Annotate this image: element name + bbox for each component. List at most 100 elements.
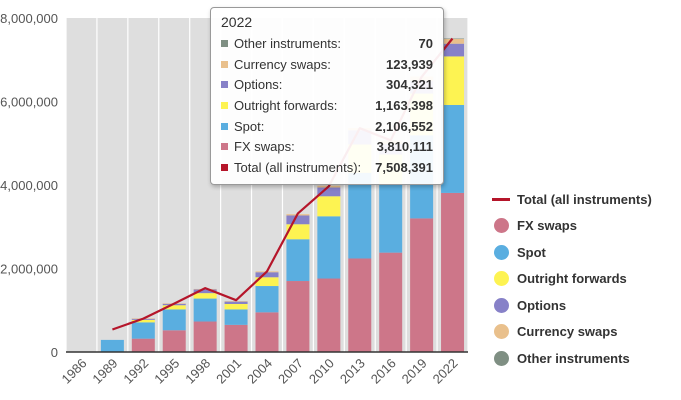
- bar-segment-fx-swaps-2001[interactable]: [224, 324, 248, 352]
- legend-label: Outright forwards: [517, 271, 627, 287]
- bar-segment-options-2001[interactable]: [224, 301, 248, 304]
- bar-segment-outright-forwards-1995[interactable]: [162, 305, 186, 310]
- tooltip-value: 123,939: [386, 56, 433, 72]
- bar-segment-spot-1998[interactable]: [193, 298, 217, 322]
- x-tick-label: 2001: [213, 356, 244, 387]
- bar-segment-fx-swaps-2022[interactable]: [441, 192, 465, 352]
- x-tick-label: 2013: [337, 356, 368, 387]
- bar-segment-outright-forwards-2001[interactable]: [224, 303, 248, 310]
- bar-segment-fx-swaps-2019[interactable]: [410, 218, 434, 352]
- legend-label: Other instruments: [517, 350, 630, 366]
- bar-segment-fx-swaps-2016[interactable]: [379, 252, 403, 352]
- legend-line-icon: [492, 197, 510, 201]
- legend-dot-icon: [494, 271, 509, 287]
- bar-segment-options-2010[interactable]: [317, 187, 341, 197]
- x-tick-label: 2010: [306, 356, 337, 387]
- x-tick-label: 2016: [368, 356, 399, 387]
- bar-segment-fx-swaps-2013[interactable]: [348, 258, 372, 352]
- tooltip-swatch-icon: [221, 39, 228, 47]
- grid-band: [159, 18, 190, 352]
- legend-item[interactable]: FX swaps: [492, 213, 652, 240]
- bar-segment-spot-2022[interactable]: [441, 104, 465, 193]
- x-tick-label: 1995: [151, 356, 182, 387]
- x-tick-label: 2007: [275, 356, 306, 387]
- legend-item[interactable]: Outright forwards: [492, 266, 652, 293]
- grid-band: [128, 18, 159, 352]
- bar-segment-spot-1992[interactable]: [131, 322, 155, 339]
- tooltip-swatch-icon: [221, 60, 228, 68]
- y-tick-label: 2,000,000: [0, 262, 58, 277]
- tooltip-row: Total (all instruments): 7,508,391: [221, 157, 433, 178]
- bar-segment-spot-1989[interactable]: [100, 339, 124, 352]
- grid-band: [66, 18, 97, 352]
- legend-label: Currency swaps: [517, 324, 618, 340]
- bar-segment-currency-swaps-2001[interactable]: [224, 301, 248, 302]
- tooltip-row: Spot: 2,106,552: [221, 116, 433, 137]
- legend-label: Total (all instruments): [517, 191, 652, 207]
- bar-segment-outright-forwards-2022[interactable]: [441, 56, 465, 105]
- bar-segment-options-2007[interactable]: [286, 215, 310, 225]
- bar-segment-fx-swaps-1992[interactable]: [131, 338, 155, 352]
- grid-band: [97, 18, 128, 352]
- bar-segment-outright-forwards-1998[interactable]: [193, 293, 217, 299]
- legend-item[interactable]: Other instruments: [492, 345, 652, 372]
- bar-segment-outright-forwards-1992[interactable]: [131, 319, 155, 323]
- y-tick-label: 4,000,000: [0, 178, 58, 193]
- tooltip-swatch-icon: [221, 81, 228, 89]
- legend-dot-icon: [494, 350, 509, 366]
- bar-segment-options-2004[interactable]: [255, 272, 279, 278]
- tooltip-value: 7,508,391: [375, 159, 433, 175]
- tooltip-row: Options: 304,321: [221, 74, 433, 95]
- tooltip-swatch-icon: [221, 122, 228, 130]
- bar-segment-spot-1995[interactable]: [162, 309, 186, 331]
- x-tick-label: 2022: [430, 356, 461, 387]
- bar-segment-spot-2001[interactable]: [224, 309, 248, 325]
- y-tick-label: 8,000,000: [0, 11, 58, 26]
- chart-tooltip: 2022 Other instruments: 70 Currency swaps:…: [210, 7, 444, 185]
- bar-segment-outright-forwards-2004[interactable]: [255, 277, 279, 287]
- legend-item[interactable]: Currency swaps: [492, 319, 652, 346]
- x-tick-label: 1986: [59, 356, 90, 387]
- tooltip-swatch-icon: [221, 143, 228, 151]
- x-tick-label: 1992: [120, 356, 151, 387]
- bar-segment-fx-swaps-1998[interactable]: [193, 321, 217, 352]
- tooltip-label: Options:: [234, 77, 283, 93]
- bar-segment-outright-forwards-2010[interactable]: [317, 196, 341, 217]
- tooltip-label: Other instruments:: [234, 35, 341, 51]
- legend-item[interactable]: Total (all instruments): [492, 186, 652, 213]
- tooltip-row: Currency swaps: 123,939: [221, 54, 433, 75]
- tooltip-value: 304,321: [386, 77, 433, 93]
- y-tick-label: 6,000,000: [0, 95, 58, 110]
- tooltip-row: Other instruments: 70: [221, 33, 433, 54]
- legend-item[interactable]: Spot: [492, 239, 652, 266]
- tooltip-swatch-icon: [221, 163, 228, 171]
- bar-segment-currency-swaps-2022[interactable]: [441, 38, 465, 44]
- bar-segment-fx-swaps-2007[interactable]: [286, 281, 310, 352]
- x-axis: 1986 1989 1992 1995 1998 2001 2004 2007 2010 2013…: [59, 351, 468, 387]
- bar-segment-fx-swaps-2010[interactable]: [317, 278, 341, 352]
- tooltip-label: Currency swaps:: [234, 56, 331, 72]
- bar-segment-spot-2007[interactable]: [286, 239, 310, 282]
- legend-item[interactable]: Options: [492, 292, 652, 319]
- legend-dot-icon: [494, 324, 509, 340]
- x-tick-label: 2019: [399, 356, 430, 387]
- bar-segment-fx-swaps-1995[interactable]: [162, 330, 186, 352]
- bar-segment-options-1998[interactable]: [193, 289, 217, 294]
- bar-segment-outright-forwards-2007[interactable]: [286, 224, 310, 240]
- legend-dot-icon: [494, 297, 509, 313]
- tooltip-value: 70: [418, 35, 433, 51]
- tooltip-title: 2022: [221, 14, 253, 30]
- tooltip-label: Total (all instruments):: [234, 159, 362, 175]
- y-axis: 0 2,000,000 4,000,000 6,000,000 8,000,000: [0, 11, 58, 360]
- tooltip-value: 3,810,111: [376, 139, 433, 155]
- x-tick-label: 2004: [244, 356, 275, 387]
- bar-segment-fx-swaps-2004[interactable]: [255, 312, 279, 352]
- bar-segment-spot-2013[interactable]: [348, 172, 372, 259]
- bar-segment-spot-2016[interactable]: [379, 183, 403, 253]
- legend-label: FX swaps: [517, 218, 577, 234]
- bar-segment-spot-2004[interactable]: [255, 286, 279, 313]
- legend-label: Options: [517, 297, 567, 313]
- tooltip-swatch-icon: [221, 101, 228, 109]
- legend-dot-icon: [494, 244, 509, 260]
- bar-segment-spot-2010[interactable]: [317, 216, 341, 279]
